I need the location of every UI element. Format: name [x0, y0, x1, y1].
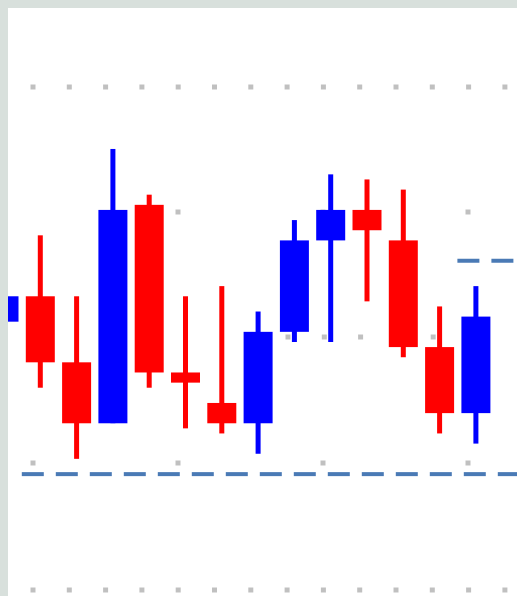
grid-dot-1-2 [465, 209, 471, 215]
grid-dot-4-4 [175, 587, 181, 593]
grid-dot-0-2 [103, 84, 109, 90]
grid-dot-4-9 [357, 587, 363, 593]
candle-body-8 [279, 240, 309, 332]
grid-dot-0-10 [393, 84, 399, 90]
candle-9 [316, 174, 346, 342]
candle-10 [352, 179, 382, 302]
candle-wick-9 [328, 174, 334, 342]
candle-2 [62, 296, 92, 459]
candlestick-chart [8, 84, 517, 593]
candle-5 [171, 296, 200, 429]
candle-wick-6 [219, 286, 225, 434]
candle-body-12 [425, 347, 455, 414]
grid-dot-4-10 [393, 587, 399, 593]
grid-dot-4-11 [429, 587, 435, 593]
candle-wick-5 [183, 296, 188, 429]
candle-body-6 [207, 402, 237, 424]
candle-3 [98, 148, 128, 424]
grid-dot-4-13 [502, 587, 508, 593]
grid-dot-2-1 [321, 334, 327, 340]
grid-dot-3-0 [30, 460, 36, 466]
candle-8 [279, 220, 309, 342]
grid-dot-3-3 [465, 460, 471, 466]
candle-1 [25, 235, 55, 388]
candle-body-2 [62, 362, 92, 424]
grid-dot-0-3 [139, 84, 145, 90]
grid-dot-0-12 [466, 84, 472, 90]
grid-dot-4-12 [466, 587, 472, 593]
grid-dot-0-13 [502, 84, 508, 90]
grid-dot-4-6 [248, 587, 254, 593]
candle-11 [388, 189, 418, 358]
grid-dot-3-1 [175, 460, 181, 466]
candle-body-9 [316, 209, 346, 241]
candle-body-1 [25, 296, 55, 363]
candle-body-13 [461, 316, 491, 414]
grid-dot-4-5 [212, 587, 217, 593]
candle-body-11 [388, 240, 418, 348]
candle-6 [207, 286, 237, 434]
grid-dot-0-7 [284, 84, 290, 90]
grid-dot-0-6 [248, 84, 254, 90]
candle-0 [8, 296, 19, 322]
grid-dot-0-9 [357, 84, 363, 90]
grid-dot-4-1 [66, 587, 72, 593]
grid-dot-4-7 [284, 587, 290, 593]
grid-dot-2-0 [285, 334, 291, 340]
grid-dot-0-8 [320, 84, 326, 90]
grid-dot-0-4 [175, 84, 181, 90]
candle-4 [134, 194, 164, 388]
candle-7 [243, 311, 273, 454]
candle-body-0 [8, 296, 19, 322]
candle-body-4 [134, 204, 164, 373]
grid-dot-2-2 [358, 334, 364, 340]
candle-body-10 [352, 209, 382, 231]
grid-dot-2-4 [430, 334, 436, 340]
chart-frame [8, 8, 517, 596]
candle-body-7 [243, 331, 273, 424]
grid-dot-1-0 [175, 209, 181, 215]
grid-dot-0-1 [66, 84, 72, 90]
candle-13 [461, 286, 491, 444]
grid-dot-0-11 [429, 84, 435, 90]
candle-body-5 [171, 372, 200, 383]
grid-dot-0-5 [212, 84, 217, 90]
grid-dot-4-3 [139, 587, 145, 593]
candle-body-3 [98, 209, 128, 424]
candle-12 [425, 306, 455, 434]
grid-dot-4-8 [320, 587, 326, 593]
candle-wick-10 [364, 179, 370, 302]
grid-dot-0-0 [30, 84, 36, 90]
grid-dot-3-2 [320, 460, 326, 466]
grid-dot-4-2 [103, 587, 109, 593]
grid-dot-4-0 [30, 587, 36, 593]
